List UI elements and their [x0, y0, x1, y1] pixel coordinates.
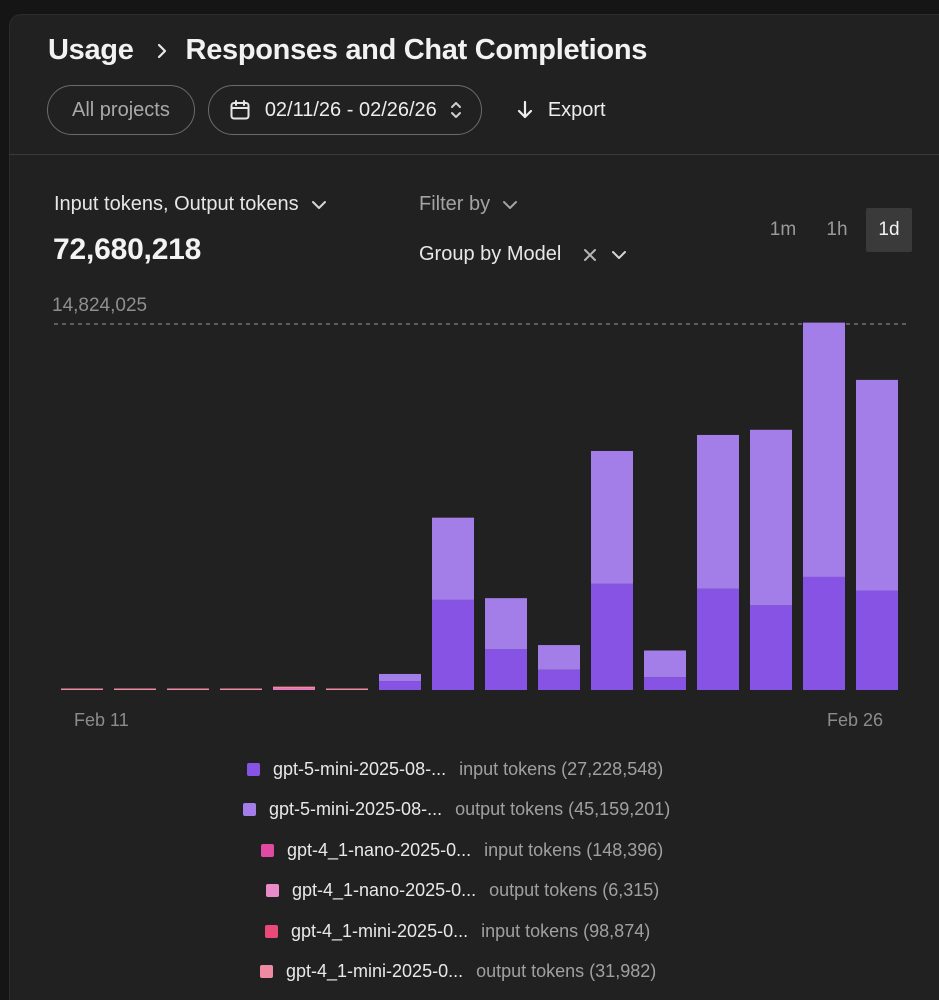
bar-segment-feb-22-s1[interactable]	[644, 650, 686, 678]
bar-segment-feb-24-s0[interactable]	[750, 605, 792, 690]
bar-segment-feb-16-s5[interactable]	[326, 688, 368, 691]
metric-selector-label: Input tokens, Output tokens	[54, 193, 299, 215]
chevron-down-icon	[502, 199, 518, 211]
legend-item[interactable]: gpt-4_1-nano-2025-0... input tokens (148,…	[261, 840, 663, 861]
breadcrumb: Usage Responses and Chat Completions	[48, 34, 647, 67]
legend-model-label: gpt-4_1-nano-2025-0...	[292, 880, 477, 900]
legend-model-label: gpt-4_1-nano-2025-0...	[287, 840, 472, 860]
bar-segment-feb-19-s0[interactable]	[485, 649, 527, 690]
legend-item[interactable]: gpt-4_1-nano-2025-0... output tokens (6,3…	[266, 880, 659, 901]
bar-segment-feb-23-s0[interactable]	[697, 588, 739, 690]
bar-segment-feb-25-s1[interactable]	[803, 322, 845, 577]
legend-swatch	[247, 763, 260, 776]
granularity-1h-button[interactable]: 1h	[826, 219, 848, 240]
export-label: Export	[547, 98, 606, 121]
bar-segment-feb-24-s1[interactable]	[750, 429, 792, 606]
header-divider	[9, 154, 939, 155]
project-selector-button[interactable]: All projects	[47, 85, 195, 135]
bar-segment-feb-17-s1[interactable]	[379, 673, 421, 682]
legend-token-count: input tokens (27,228,548)	[459, 759, 664, 779]
bar-segment-feb-14-s5[interactable]	[220, 688, 262, 691]
bar-segment-feb-12-s5[interactable]	[114, 688, 156, 691]
page-title: Responses and Chat Completions	[185, 34, 648, 66]
metric-selector[interactable]: Input tokens, Output tokens	[54, 193, 327, 216]
bar-segment-feb-20-s1[interactable]	[538, 645, 580, 670]
chevron-down-icon	[611, 249, 627, 261]
breadcrumb-root[interactable]: Usage	[48, 34, 134, 66]
bar-segment-feb-15-s3[interactable]	[273, 688, 315, 690]
x-axis-label-last: Feb 26	[827, 710, 884, 730]
granularity-1d-button[interactable]: 1d	[866, 208, 912, 252]
legend-item[interactable]: gpt-5-mini-2025-08-... output tokens (45,…	[243, 799, 670, 820]
bar-segment-feb-18-s0[interactable]	[432, 599, 474, 690]
bar-segment-feb-26-s0[interactable]	[856, 590, 898, 690]
legend-swatch	[243, 803, 256, 816]
bar-segment-feb-13-s5[interactable]	[167, 688, 209, 691]
legend-token-count: input tokens (148,396)	[484, 840, 664, 860]
toolbar: All projects 02/11/26 - 02/26/26 Export	[47, 85, 606, 135]
bar-segment-feb-21-s0[interactable]	[591, 583, 633, 690]
date-range-picker[interactable]: 02/11/26 - 02/26/26	[207, 85, 482, 135]
x-axis-label-first: Feb 11	[74, 710, 129, 730]
legend-model-label: gpt-4_1-mini-2025-0...	[286, 961, 464, 981]
granularity-1m-button[interactable]: 1m	[769, 219, 797, 240]
legend-item[interactable]: gpt-5-mini-2025-08-... input tokens (27,2…	[247, 759, 663, 780]
bar-segment-feb-25-s0[interactable]	[803, 576, 845, 690]
legend-swatch	[266, 884, 279, 897]
bar-segment-feb-19-s1[interactable]	[485, 598, 527, 650]
export-button[interactable]: Export	[516, 99, 606, 122]
y-axis-max-label: 14,824,025	[52, 295, 148, 316]
group-by-dropdown[interactable]: Group by Model	[419, 243, 627, 266]
date-range-label: 02/11/26 - 02/26/26	[264, 98, 437, 121]
legend-token-count: input tokens (98,874)	[481, 921, 651, 941]
legend-swatch	[265, 925, 278, 938]
legend-swatch	[261, 844, 274, 857]
chevron-right-icon	[156, 42, 168, 60]
project-selector-label: All projects	[72, 98, 170, 121]
legend-swatch	[260, 965, 273, 978]
calendar-icon	[229, 99, 251, 121]
filter-by-dropdown[interactable]: Filter by	[419, 193, 518, 216]
bar-segment-feb-22-s0[interactable]	[644, 677, 686, 690]
bar-segment-feb-15-s5[interactable]	[273, 686, 315, 689]
chevron-up-down-icon	[449, 99, 463, 121]
legend-token-count: output tokens (31,982)	[476, 961, 657, 981]
filter-by-label: Filter by	[419, 193, 491, 215]
total-tokens-value: 72,680,218	[53, 233, 202, 266]
clear-group-icon[interactable]	[583, 248, 597, 262]
legend-model-label: gpt-5-mini-2025-08-...	[269, 799, 443, 819]
group-by-label: Group by Model	[419, 243, 562, 265]
bar-segment-feb-18-s1[interactable]	[432, 517, 474, 600]
bar-segment-feb-23-s1[interactable]	[697, 434, 739, 589]
legend-token-count: output tokens (45,159,201)	[455, 799, 671, 819]
bar-segment-feb-11-s5[interactable]	[61, 688, 103, 691]
bar-segment-feb-17-s0[interactable]	[379, 681, 421, 690]
legend-item[interactable]: gpt-4_1-mini-2025-0... input tokens (98,8…	[265, 921, 650, 942]
legend-model-label: gpt-4_1-mini-2025-0...	[291, 921, 469, 941]
legend-token-count: output tokens (6,315)	[489, 880, 660, 900]
bar-segment-feb-26-s1[interactable]	[856, 379, 898, 591]
arrow-down-icon	[516, 100, 534, 120]
legend-model-label: gpt-5-mini-2025-08-...	[273, 759, 447, 779]
bar-segment-feb-21-s1[interactable]	[591, 451, 633, 584]
chevron-down-icon	[311, 199, 327, 211]
legend-item[interactable]: gpt-4_1-mini-2025-0... output tokens (31,…	[260, 961, 656, 982]
bar-segment-feb-20-s0[interactable]	[538, 669, 580, 690]
